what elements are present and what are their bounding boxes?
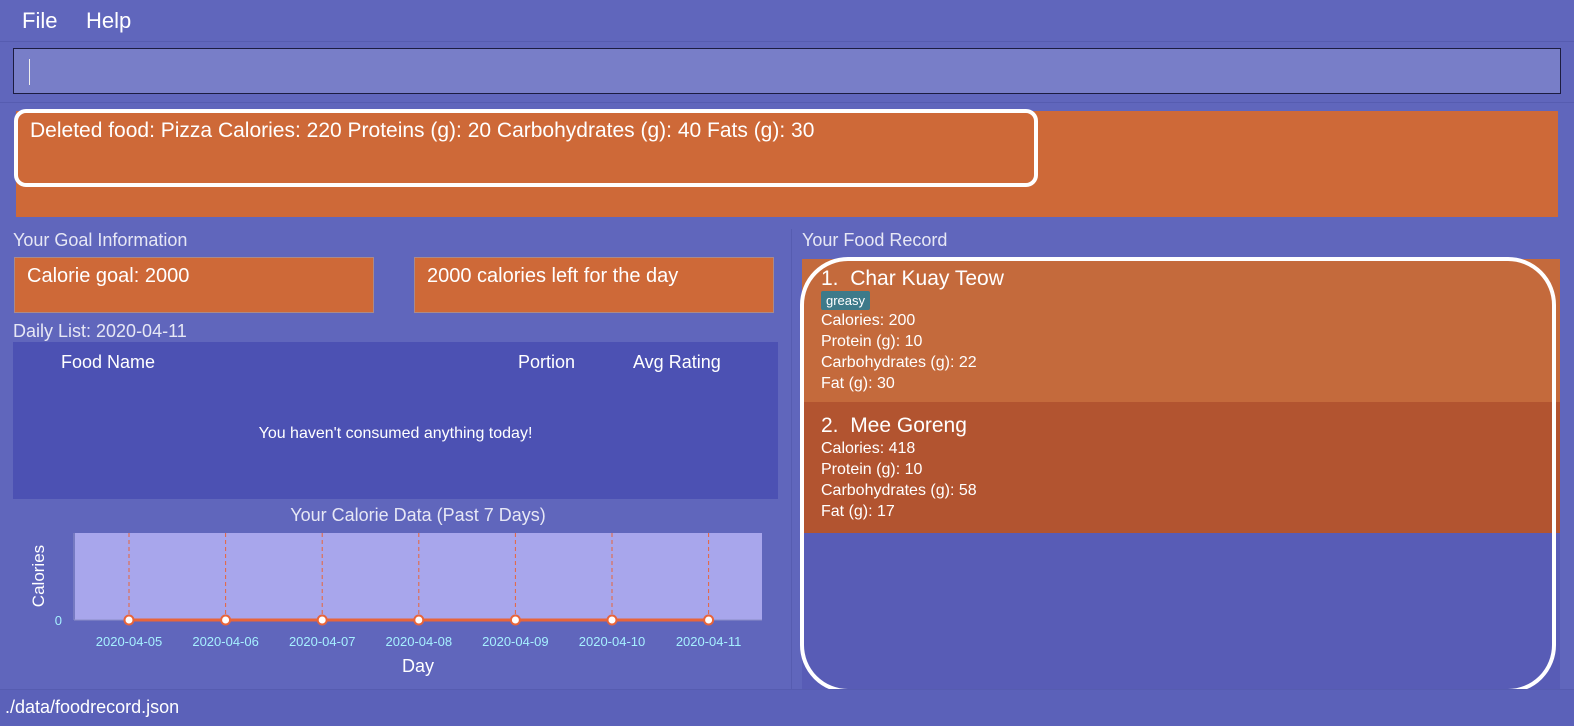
goal-section-title: Your Goal Information [13,230,188,250]
menu-help[interactable]: Help [86,8,132,33]
food-card[interactable]: 2. Mee Goreng Calories: 418 Protein (g):… [802,402,1560,533]
daily-list-title: Daily List: 2020-04-11 [13,321,187,341]
chart-data-point [509,614,521,626]
chart-x-tick-label: 2020-04-11 [676,634,742,649]
chart-data-point [316,614,328,626]
menu-file[interactable]: File [22,8,58,33]
result-display [16,111,1558,217]
calories-left-text: 2000 calories left for the day [427,265,679,287]
annotation-highlight-result [14,109,1038,187]
food-record-title: Your Food Record [802,230,948,250]
column-header-food-name[interactable]: Food Name [61,352,156,372]
chart-grid [128,533,710,620]
food-calories: Calories: 418 [821,440,916,457]
food-name: Char Kuay Teow [850,267,1004,290]
text-caret [29,59,30,85]
food-fat: Fat (g): 30 [821,375,895,392]
chart-data-point [703,614,715,626]
chart-title: Your Calorie Data (Past 7 Days) [290,505,546,525]
food-carbs: Carbohydrates (g): 22 [821,354,977,371]
chart-data-point [220,614,232,626]
result-message: Deleted food: Pizza Calories: 220 Protei… [30,119,815,142]
calories-left-box: 2000 calories left for the day [414,257,774,313]
food-carbs: Carbohydrates (g): 58 [821,482,977,499]
food-card[interactable]: 1. Char Kuay Teow greasy Calories: 200 P… [802,259,1560,402]
food-name: Mee Goreng [850,414,967,437]
chart-x-tick-label: 2020-04-08 [386,634,453,649]
chart-x-tick-label: 2020-04-07 [289,634,356,649]
chart-y-tick-label: 0 [55,613,62,628]
chart-x-tick-label: 2020-04-06 [192,634,259,649]
chart-x-tick-label: 2020-04-05 [96,634,163,649]
food-card-title: 2. Mee Goreng [821,414,967,438]
chart-data-point [413,614,425,626]
food-index: 2. [821,414,839,437]
menu-bar: File Help [0,0,1574,42]
column-header-avg-rating[interactable]: Avg Rating [633,352,721,372]
status-bar [0,689,1574,726]
command-input[interactable] [13,48,1561,94]
chart-data-point [606,614,618,626]
chart-x-axis-label: Day [402,656,434,676]
column-header-portion[interactable]: Portion [518,352,576,372]
calorie-line-chart: Calories 0 2020-04-05 2020-04-06 2020-04-0… [29,533,762,676]
calorie-goal-box: Calorie goal: 2000 [14,257,374,313]
chart-data-point [123,614,135,626]
status-file-path: ./data/foodrecord.json [5,697,180,717]
chart-x-tick-label: 2020-04-09 [482,634,549,649]
chart-x-tick-label: 2020-04-10 [579,634,646,649]
daily-list-table[interactable] [13,342,778,499]
empty-table-message: You haven't consumed anything today! [258,425,533,442]
annotation-highlight-food-record [800,257,1556,693]
chart-y-axis-label: Calories [29,545,48,607]
food-protein: Protein (g): 10 [821,461,923,478]
food-protein: Protein (g): 10 [821,333,923,350]
food-calories: Calories: 200 [821,312,916,329]
calorie-goal-text: Calorie goal: 2000 [27,265,190,287]
food-fat: Fat (g): 17 [821,503,895,520]
